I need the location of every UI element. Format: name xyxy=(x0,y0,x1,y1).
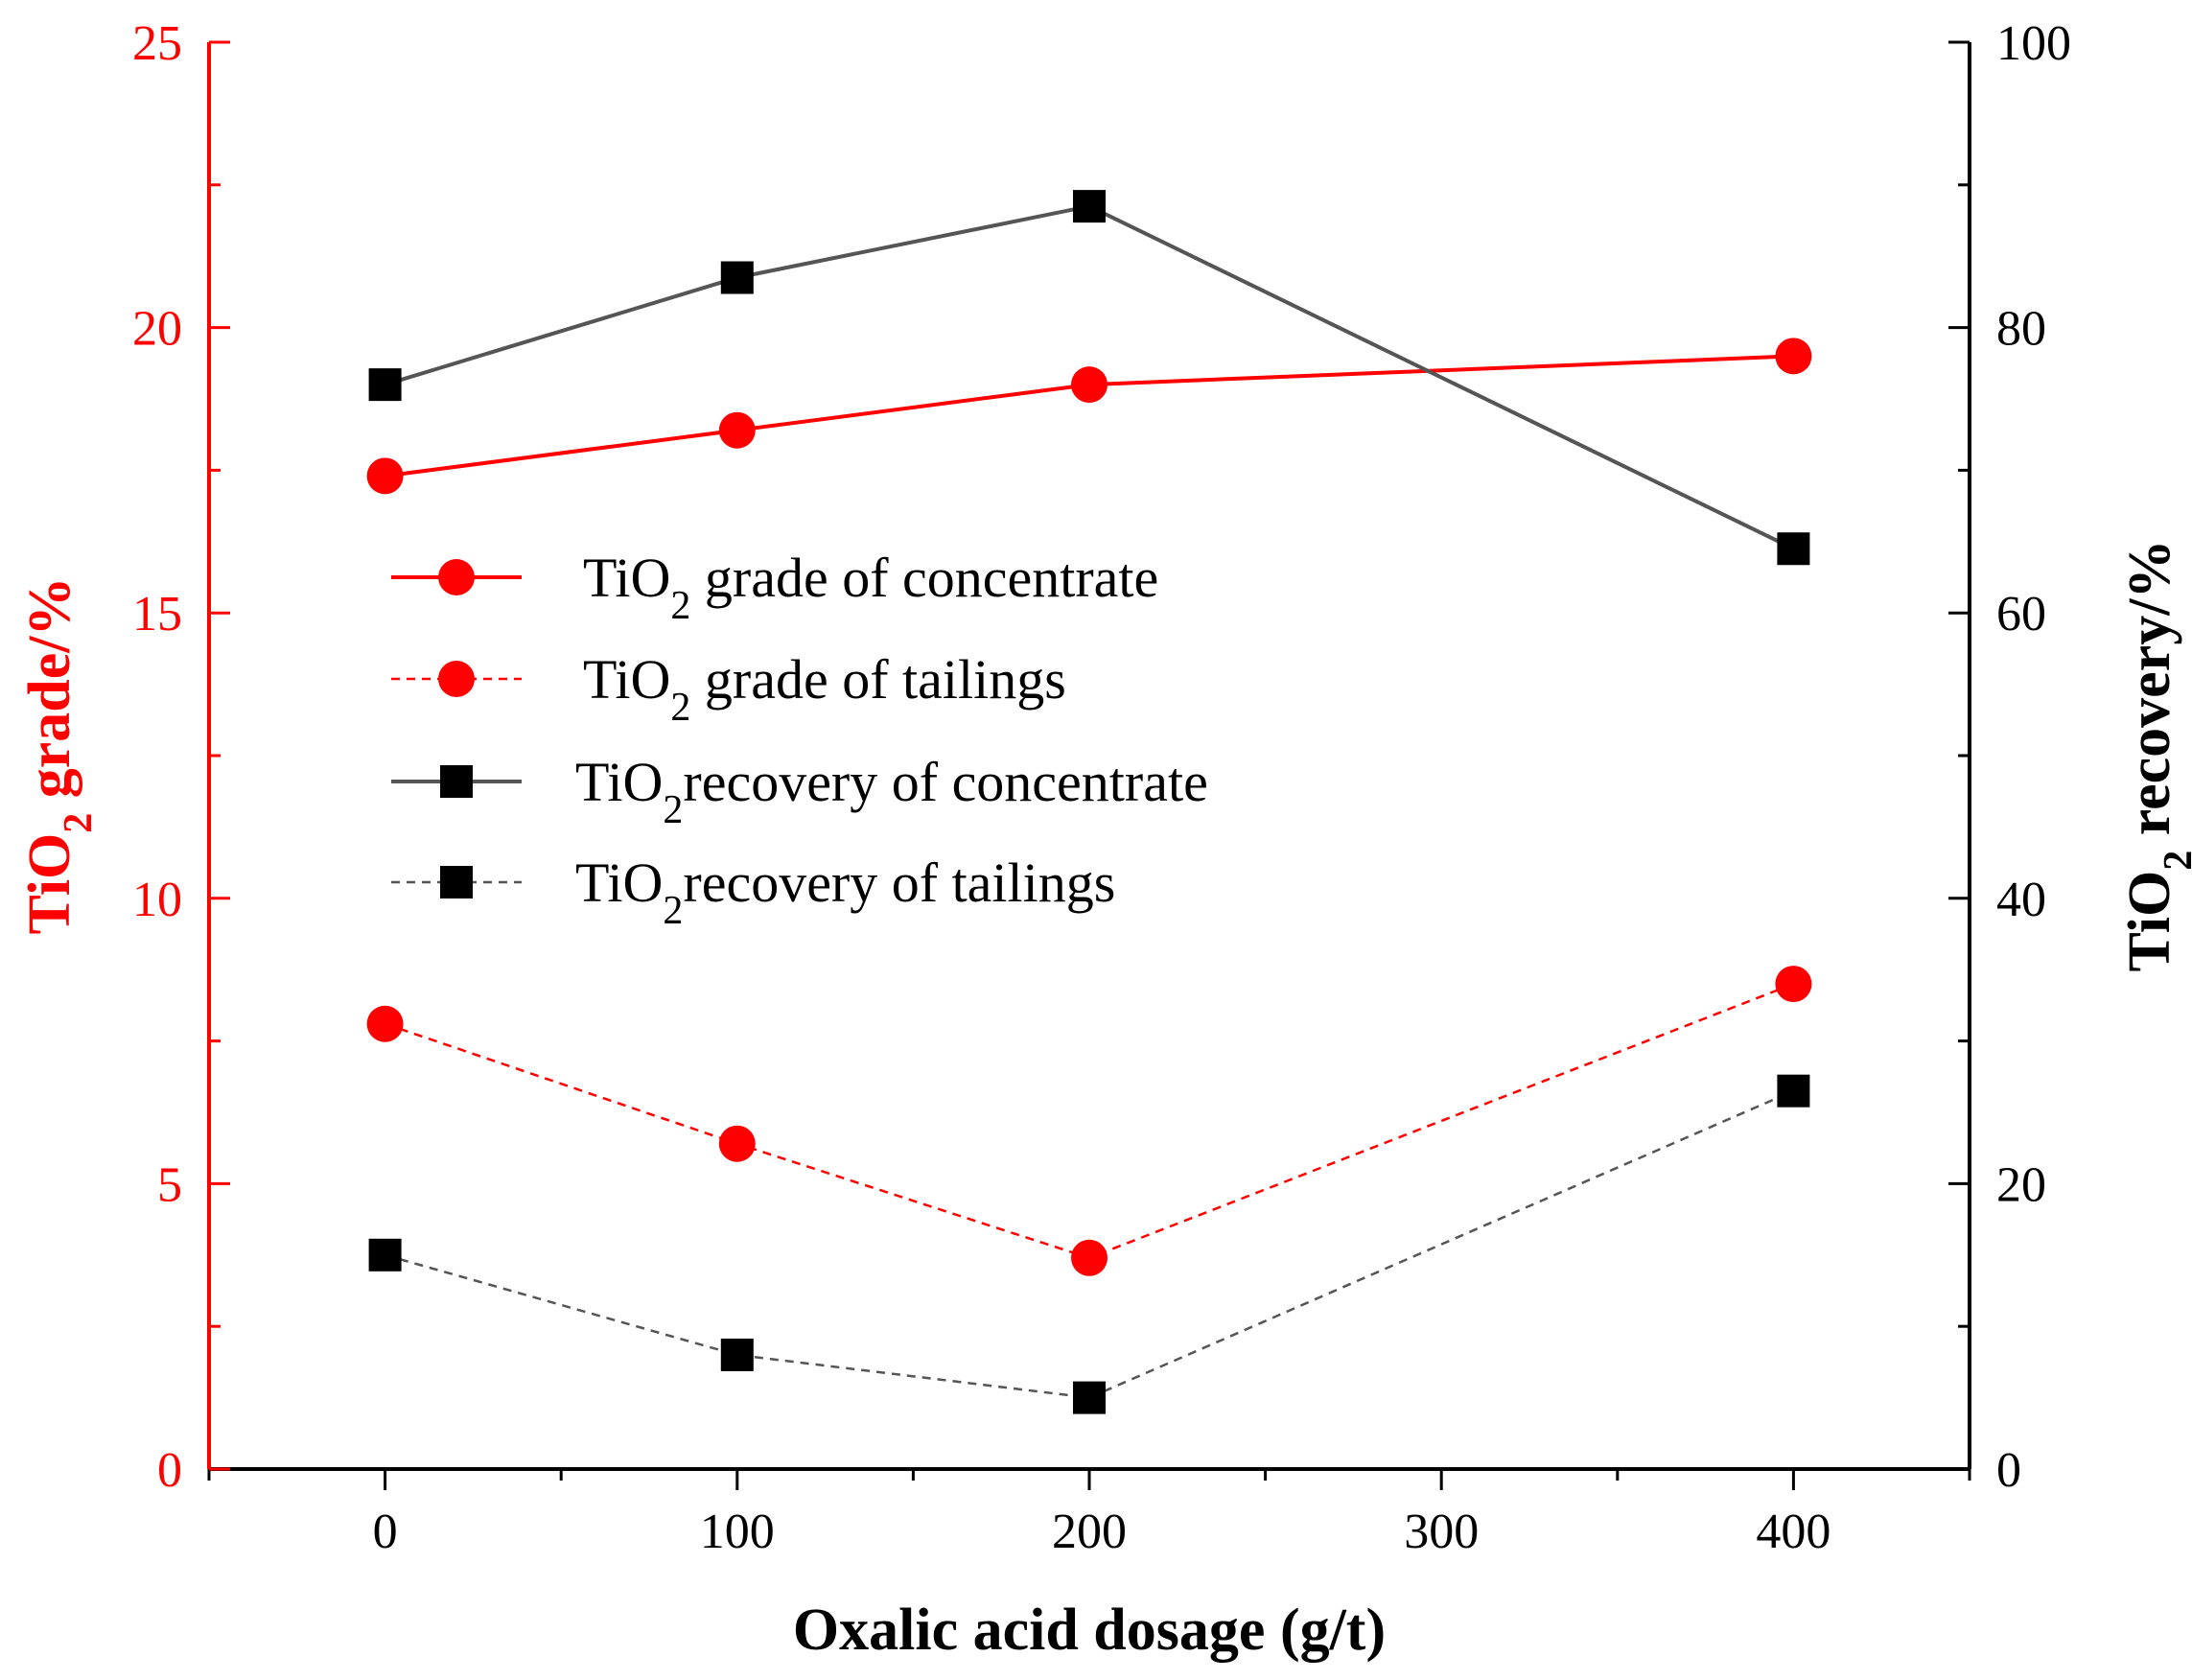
right-y-tick-label: 100 xyxy=(1996,16,2071,71)
data-point xyxy=(366,1005,404,1042)
x-tick-label: 400 xyxy=(1756,1505,1831,1559)
series-line xyxy=(385,204,1795,550)
data-point xyxy=(1073,1381,1106,1414)
legend-label: TiO2 grade of concentrate xyxy=(583,547,1158,628)
data-point xyxy=(720,261,754,294)
data-point xyxy=(1071,366,1108,404)
x-tick-label: 100 xyxy=(700,1505,775,1559)
series-4 xyxy=(368,1074,1810,1414)
data-point xyxy=(718,411,756,449)
left-y-tick-label: 25 xyxy=(132,16,182,71)
x-tick-label: 300 xyxy=(1404,1505,1479,1559)
legend-label: TiO2recovery of concentrate xyxy=(575,751,1208,832)
legend-marker xyxy=(440,866,473,898)
data-point xyxy=(720,1338,754,1371)
data-point xyxy=(1775,966,1812,1003)
right-y-tick-label: 40 xyxy=(1996,873,2046,927)
data-point xyxy=(1073,190,1106,223)
right-y-tick-label: 80 xyxy=(1996,302,2046,357)
legend-label: TiO2 grade of tailings xyxy=(583,648,1066,730)
x-tick-label: 0 xyxy=(373,1505,398,1559)
data-point xyxy=(1777,1074,1810,1108)
series-line xyxy=(385,1089,1794,1399)
data-point xyxy=(1775,338,1812,375)
data-point xyxy=(368,368,402,402)
x-axis-title: Oxalic acid dosage (g/t) xyxy=(793,1598,1386,1663)
series-2 xyxy=(366,966,1812,1276)
series-1 xyxy=(366,338,1812,495)
left-y-tick-label: 15 xyxy=(132,587,182,642)
right-y-tick-label: 60 xyxy=(1996,587,2046,642)
left-y-tick-label: 10 xyxy=(132,873,182,927)
data-point xyxy=(718,1125,756,1162)
legend-label: TiO2recovery of tailings xyxy=(575,852,1115,933)
left-y-tick-label: 5 xyxy=(157,1157,182,1212)
series-line xyxy=(385,354,1794,478)
legend-marker xyxy=(438,559,475,595)
data-point xyxy=(1071,1239,1108,1276)
data-point xyxy=(1777,532,1810,566)
right-y-tick-label: 0 xyxy=(1996,1443,2021,1498)
legend-marker xyxy=(438,661,475,697)
data-point xyxy=(366,457,404,495)
left-y-tick-label: 0 xyxy=(157,1443,182,1498)
series-3 xyxy=(368,190,1810,566)
right-y-tick-label: 20 xyxy=(1996,1157,2046,1212)
legend-marker xyxy=(440,765,473,798)
left-y-axis-title: TiO2 grade/% xyxy=(17,577,101,935)
x-tick-label: 200 xyxy=(1052,1505,1127,1559)
series-line xyxy=(385,982,1794,1260)
legend: TiO2 grade of concentrate TiO2 grade of t… xyxy=(391,547,1208,933)
left-y-tick-label: 20 xyxy=(132,302,182,357)
right-y-axis-title: TiO2 recovery/% xyxy=(2117,540,2192,972)
data-point xyxy=(368,1238,402,1272)
